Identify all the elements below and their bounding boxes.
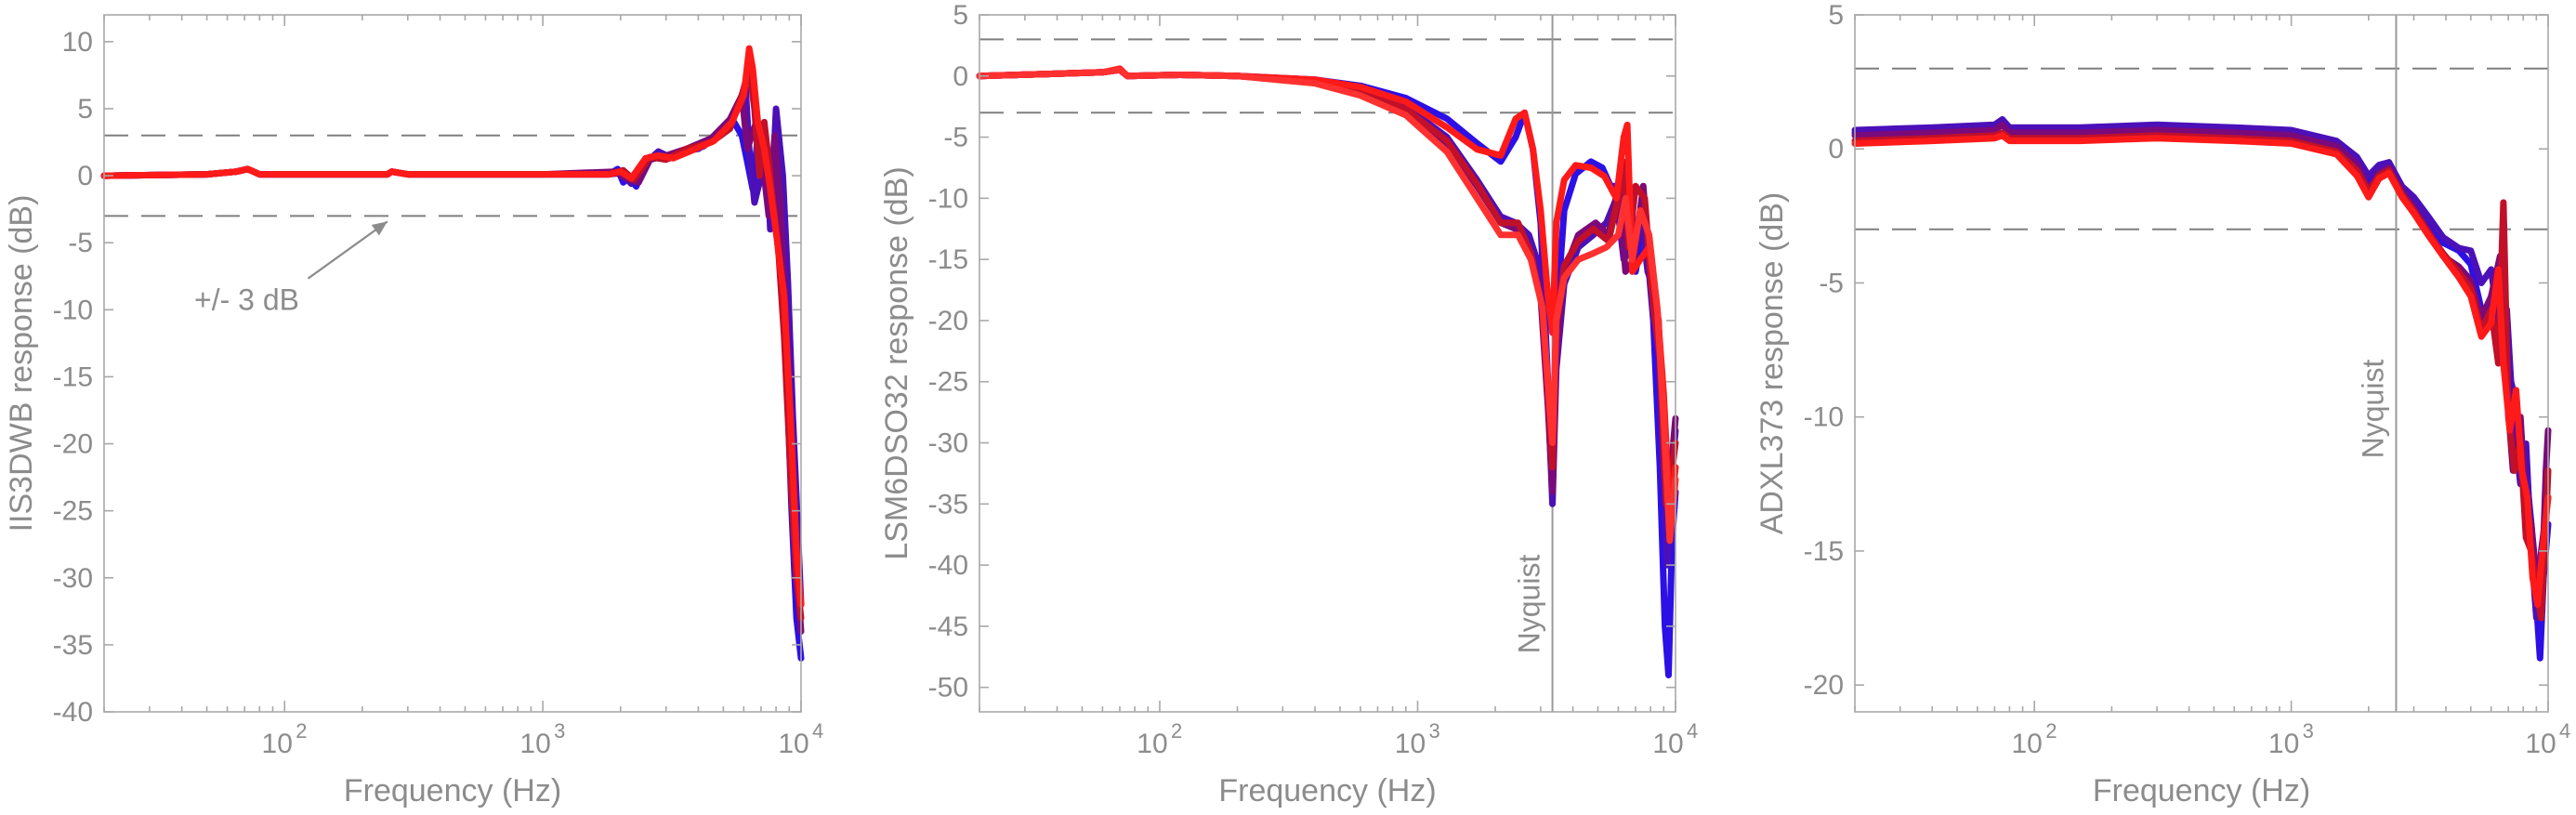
y-tick-label: -35 <box>928 489 968 519</box>
y-tick-label: -40 <box>928 550 968 581</box>
y-tick-label: -25 <box>928 367 968 398</box>
series-line-5 <box>976 65 1679 519</box>
series-line-2 <box>100 85 805 609</box>
x-tick-label: 10 <box>1137 729 1167 759</box>
y-tick-label: -35 <box>53 630 93 661</box>
y-tick-label: 5 <box>953 0 968 31</box>
y-tick-label: 0 <box>1828 134 1844 164</box>
y-tick-label: 0 <box>953 61 968 92</box>
y-tick-label: -45 <box>928 611 968 642</box>
x-tick-label: 10 <box>262 729 293 759</box>
annotation-arrowhead <box>371 221 388 236</box>
y-tick-label: -50 <box>928 673 968 703</box>
series-line-1 <box>100 118 805 662</box>
y-tick-label: -15 <box>53 361 93 392</box>
y-tick-label: -40 <box>53 697 93 728</box>
y-tick-label: -10 <box>53 295 93 325</box>
y-tick-label: 5 <box>1828 0 1844 31</box>
x-tick-label: 10 <box>2525 729 2556 759</box>
plot-frame <box>1854 14 2549 713</box>
y-tick-label: 0 <box>77 161 93 191</box>
x-axis-title: Frequency (Hz) <box>1218 773 1436 808</box>
series-line-2 <box>976 66 1679 569</box>
nyquist-label: Nyquist <box>1513 555 1546 654</box>
series-line-5 <box>1851 132 2552 609</box>
y-tick-label: 5 <box>77 94 93 125</box>
x-tick-exponent: 2 <box>2045 719 2057 743</box>
x-tick-exponent: 3 <box>2303 719 2314 743</box>
x-axis-title: Frequency (Hz) <box>344 773 561 808</box>
x-tick-exponent: 4 <box>1687 719 1698 743</box>
x-tick-exponent: 3 <box>554 719 565 743</box>
x-tick-label: 10 <box>778 729 808 759</box>
x-tick-exponent: 4 <box>812 719 823 743</box>
x-axis-title: Frequency (Hz) <box>2093 773 2310 808</box>
nyquist-label: Nyquist <box>2356 360 2389 459</box>
annotation-label: +/- 3 dB <box>194 283 299 317</box>
y-tick-label: -10 <box>1804 402 1844 433</box>
plot-frame <box>979 14 1676 713</box>
series-line-1 <box>976 66 1679 678</box>
series-line-4 <box>976 66 1679 507</box>
y-axis-title: ADXL373 response (dB) <box>1755 192 1790 535</box>
x-tick-label: 10 <box>1652 729 1683 759</box>
x-tick-exponent: 4 <box>2559 719 2570 743</box>
y-tick-label: -5 <box>1819 268 1844 298</box>
x-tick-exponent: 3 <box>1428 719 1439 743</box>
x-tick-label: 10 <box>2012 729 2043 759</box>
y-tick-label: -5 <box>68 228 93 258</box>
y-tick-label: -25 <box>53 496 93 527</box>
y-tick-label: -20 <box>53 429 93 460</box>
y-tick-label: -30 <box>53 563 93 594</box>
plot-frame <box>103 14 802 713</box>
series-line-4 <box>1851 129 2552 622</box>
y-tick-label: -15 <box>928 244 968 275</box>
y-tick-label: -10 <box>928 183 968 214</box>
series-line-3 <box>976 66 1679 519</box>
series-line-3 <box>1851 121 2552 609</box>
y-axis-title: LSM6DSO32 response (dB) <box>879 166 914 559</box>
y-tick-label: -20 <box>928 306 968 336</box>
x-tick-label: 10 <box>1395 729 1426 759</box>
y-tick-label: -5 <box>943 123 968 153</box>
x-tick-exponent: 2 <box>1171 719 1182 743</box>
y-tick-label: -15 <box>1804 536 1844 567</box>
series-line-1 <box>1851 118 2552 662</box>
y-tick-label: -30 <box>928 428 968 459</box>
series-line-5 <box>100 45 805 609</box>
x-tick-label: 10 <box>2268 729 2299 759</box>
panel-2: Nyquist 5 0 -5 -10 -15 -20 -25 -30 -35 -40 -45 -50 10… <box>879 0 1698 808</box>
y-tick-label: -20 <box>1804 670 1844 701</box>
y-axis-title: IIS3DWB response (dB) <box>4 195 39 532</box>
series-line-2 <box>1851 116 2552 622</box>
y-tick-label: 10 <box>62 27 93 58</box>
x-tick-exponent: 2 <box>296 719 307 743</box>
annotation-arrow <box>307 220 388 280</box>
x-tick-label: 10 <box>519 729 550 759</box>
series-line-6 <box>976 66 1679 545</box>
